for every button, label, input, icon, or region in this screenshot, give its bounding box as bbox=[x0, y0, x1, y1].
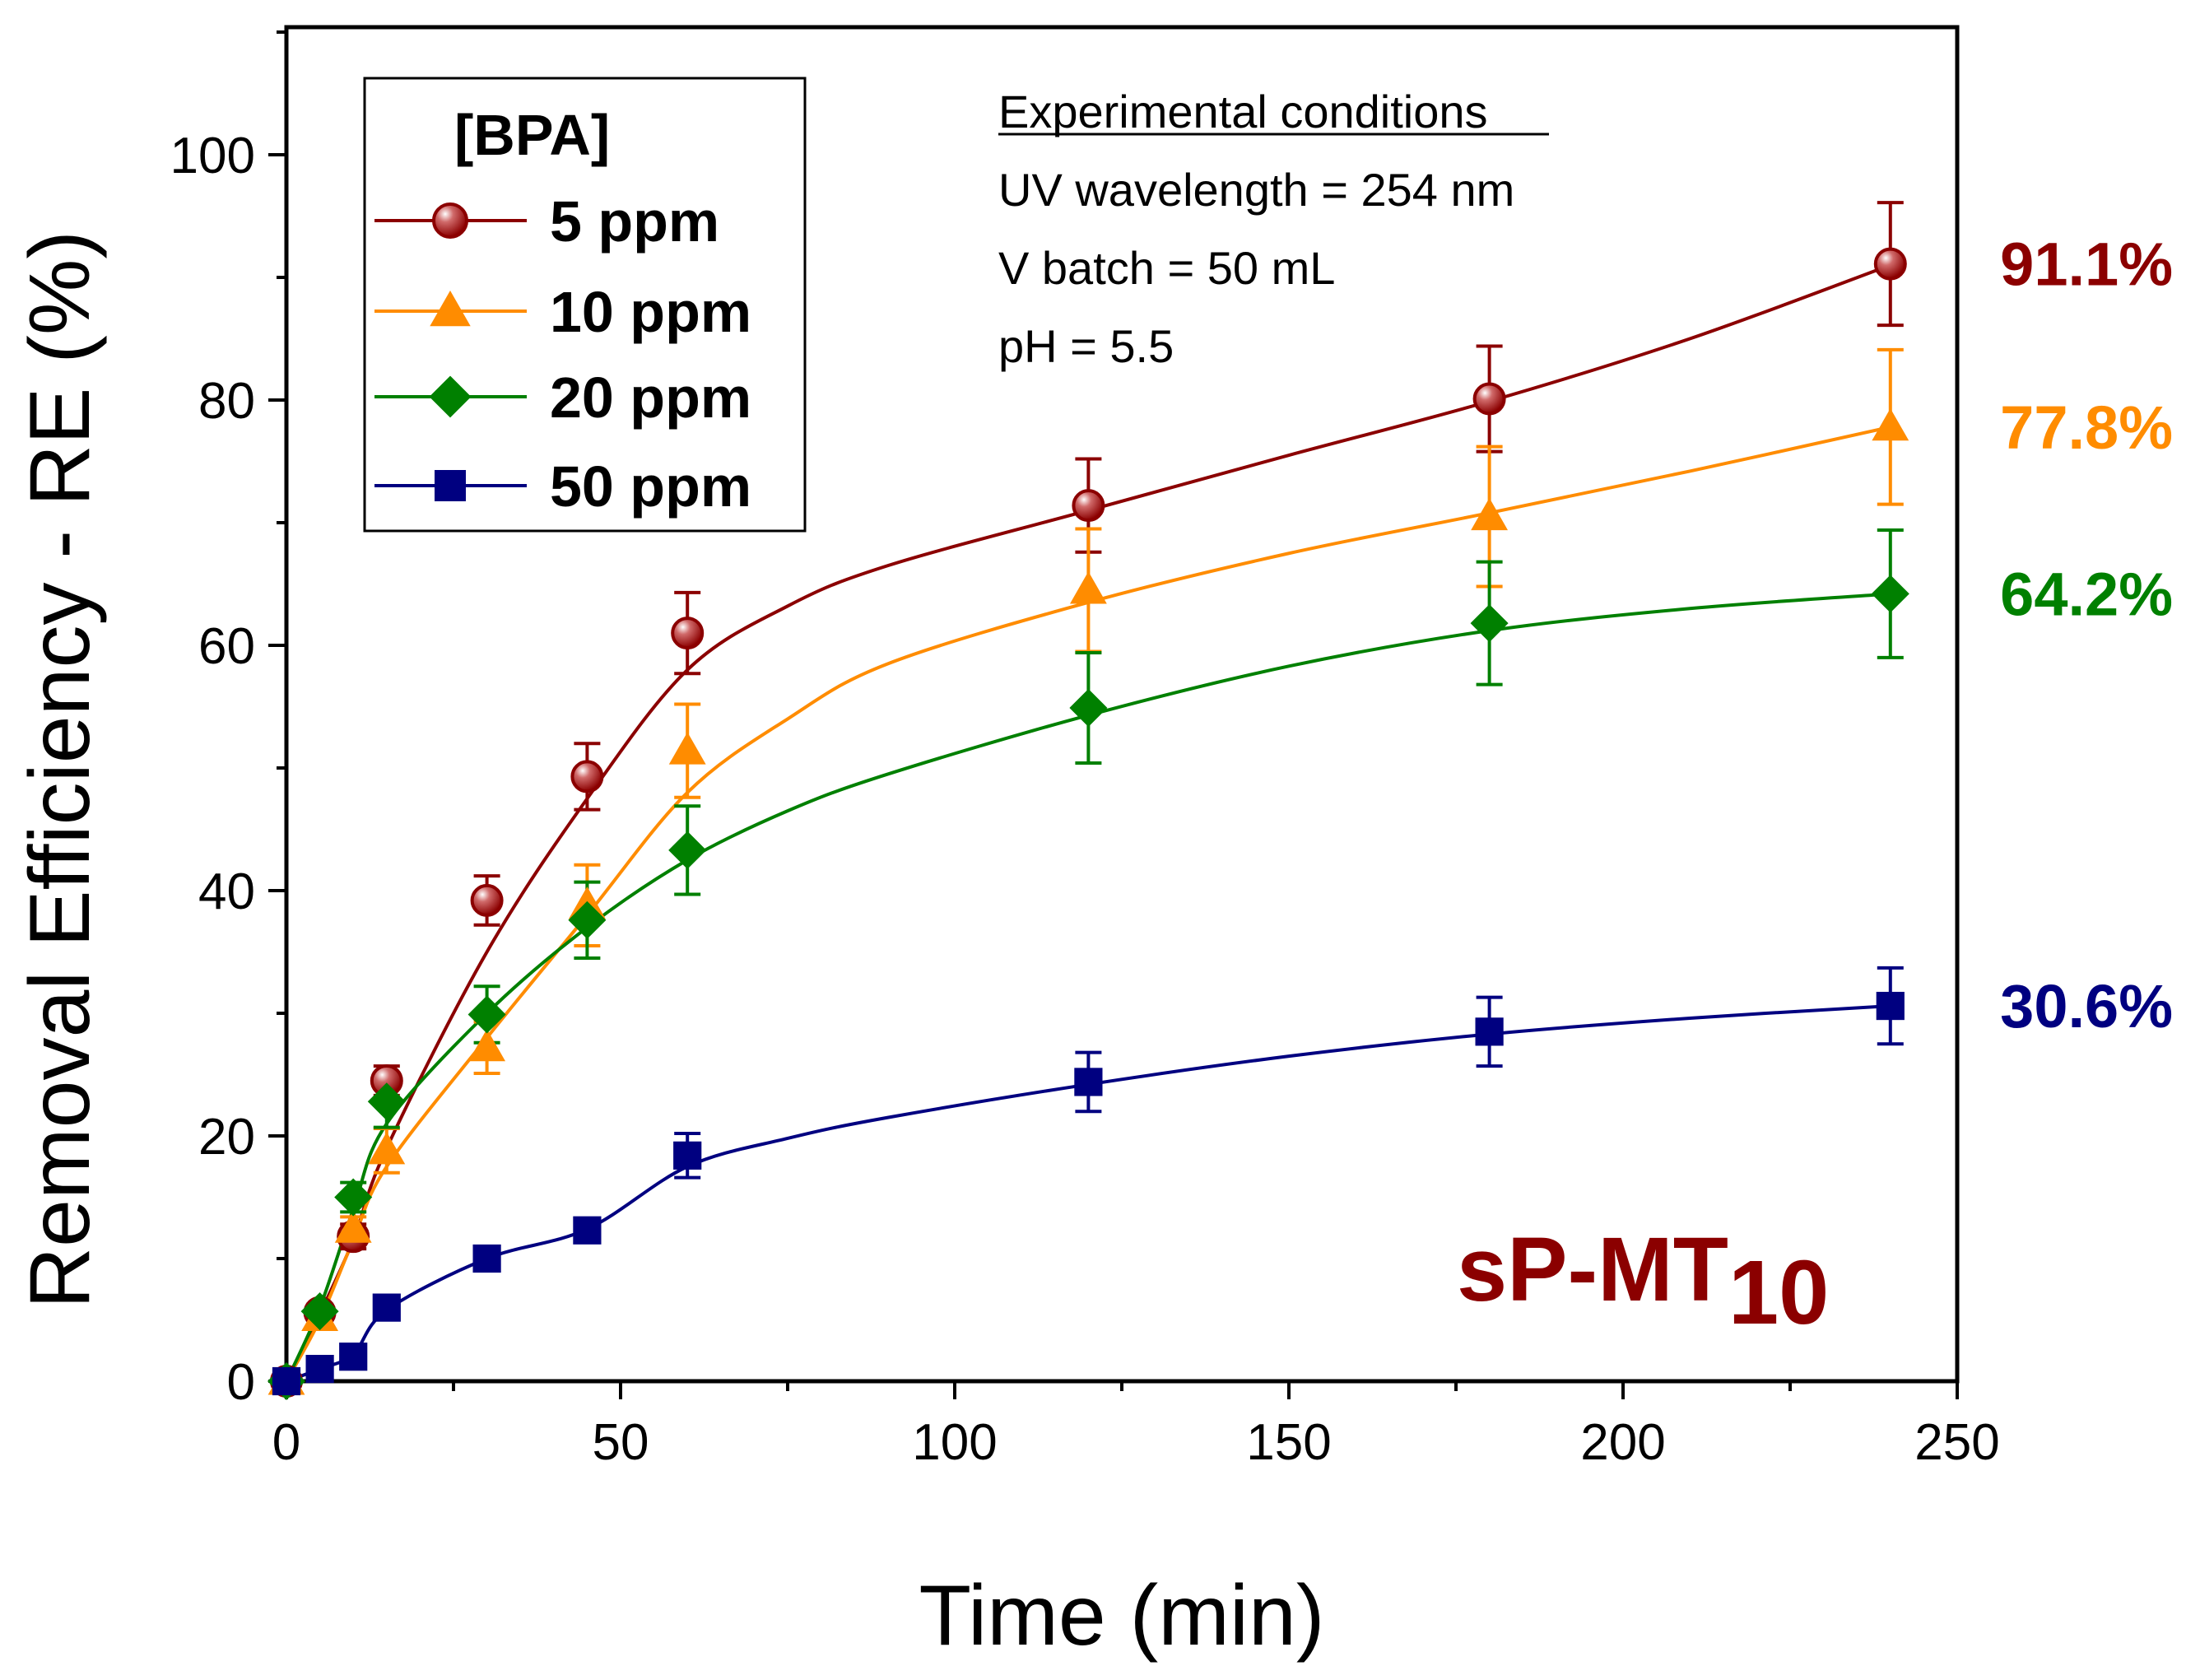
data-point bbox=[470, 883, 504, 917]
legend-marker bbox=[429, 375, 472, 418]
data-point bbox=[1873, 247, 1907, 281]
y-tick-label: 0 bbox=[227, 1354, 255, 1411]
y-tick-label: 40 bbox=[198, 863, 255, 920]
legend-label: 10 ppm bbox=[550, 280, 751, 344]
legend: [BPA] 5 ppm 10 ppm 20 ppm 50 ppm bbox=[363, 77, 807, 533]
legend-items: 5 ppm 10 ppm 20 ppm 50 ppm bbox=[374, 189, 751, 519]
data-point bbox=[1470, 604, 1509, 643]
data-point bbox=[1471, 497, 1509, 531]
data-point bbox=[334, 1210, 372, 1243]
x-tick-label: 200 bbox=[1580, 1414, 1665, 1471]
data-point bbox=[339, 1343, 368, 1371]
conditions-heading: Experimental conditions bbox=[998, 86, 1488, 137]
legend-label: 50 ppm bbox=[550, 454, 751, 519]
legend-marker bbox=[430, 290, 471, 327]
data-point bbox=[372, 1293, 401, 1322]
data-point bbox=[1871, 575, 1909, 613]
data-point bbox=[1069, 571, 1107, 604]
legend-label: 20 ppm bbox=[550, 365, 751, 430]
data-point bbox=[1475, 1017, 1504, 1046]
data-point bbox=[573, 1216, 602, 1245]
data-point bbox=[1876, 991, 1905, 1021]
fit-curve-line bbox=[285, 425, 1891, 1382]
data-point bbox=[570, 760, 604, 793]
legend-title: [BPA] bbox=[454, 103, 610, 167]
data-point bbox=[272, 1366, 301, 1396]
x-tick-label: 0 bbox=[272, 1414, 300, 1471]
final-value-label: 64.2% bbox=[2000, 560, 2173, 628]
y-tick-label: 20 bbox=[198, 1109, 255, 1166]
final-value-label: 30.6% bbox=[2000, 972, 2173, 1040]
y-tick-label: 100 bbox=[170, 128, 255, 184]
condition-uv: UV wavelength = 254 nm bbox=[998, 164, 1514, 216]
data-point bbox=[368, 1132, 406, 1165]
legend-marker bbox=[435, 470, 466, 501]
legend-marker bbox=[432, 202, 468, 239]
condition-volume: V batch = 50 mL bbox=[998, 242, 1335, 294]
data-point bbox=[468, 1029, 506, 1062]
data-point bbox=[671, 617, 705, 650]
x-tick-label: 50 bbox=[593, 1414, 649, 1471]
data-point bbox=[668, 732, 706, 765]
final-value-label: 91.1% bbox=[2000, 230, 2173, 299]
final-value-labels: 91.1% 77.8% 64.2% 30.6% bbox=[2000, 230, 2173, 1040]
data-point bbox=[367, 1082, 406, 1121]
x-tick-label: 250 bbox=[1914, 1414, 1999, 1471]
data-point bbox=[472, 1244, 501, 1273]
data-point bbox=[1072, 489, 1105, 523]
data-point bbox=[1472, 382, 1506, 416]
data-markers bbox=[267, 247, 1909, 1401]
conditions-block: Experimental conditions UV wavelength = … bbox=[998, 86, 1549, 372]
data-point bbox=[305, 1355, 334, 1384]
legend-box bbox=[363, 77, 807, 533]
condition-ph: pH = 5.5 bbox=[998, 320, 1174, 372]
data-point bbox=[467, 995, 506, 1034]
data-point bbox=[1074, 1068, 1103, 1096]
fit-curve-line bbox=[285, 592, 1891, 1382]
x-tick-label: 150 bbox=[1246, 1414, 1331, 1471]
x-axis-title: Time (min) bbox=[919, 1568, 1325, 1664]
sample-label: sP-MT10 bbox=[1457, 1219, 1829, 1343]
x-tick-label: 100 bbox=[912, 1414, 997, 1471]
data-point bbox=[334, 1178, 373, 1217]
y-tick-label: 80 bbox=[198, 373, 255, 430]
data-point bbox=[673, 1141, 702, 1170]
axis-ticks: 0 50 100 150 200 250 0 20 40 60 80 100 bbox=[170, 30, 2000, 1471]
y-tick-label: 60 bbox=[198, 618, 255, 675]
final-value-label: 77.8% bbox=[2000, 393, 2173, 462]
y-axis-title: Removal Efficiency - RE (%) bbox=[12, 230, 108, 1309]
sample-label-main: sP-MT bbox=[1457, 1219, 1728, 1320]
sample-label-subscript: 10 bbox=[1728, 1242, 1829, 1343]
data-point bbox=[1069, 688, 1108, 728]
data-point bbox=[668, 831, 707, 869]
data-point bbox=[568, 900, 607, 939]
data-point bbox=[300, 1292, 339, 1331]
data-point bbox=[1872, 408, 1909, 441]
legend-label: 5 ppm bbox=[550, 189, 719, 254]
